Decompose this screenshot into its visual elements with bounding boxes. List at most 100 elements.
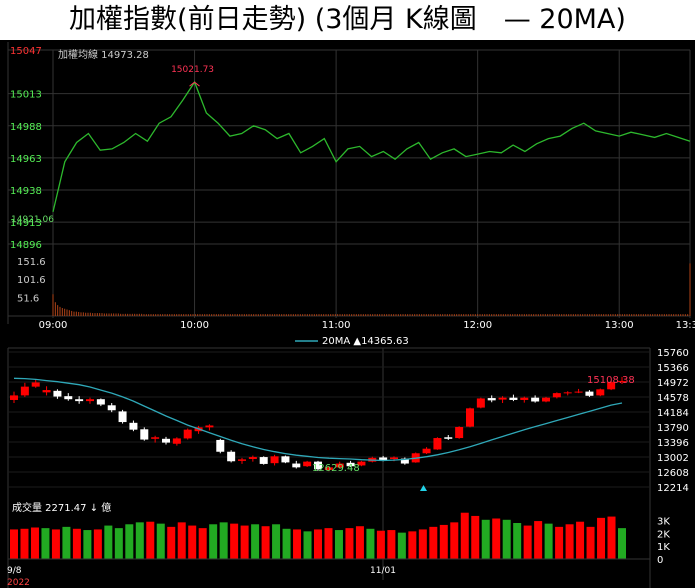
year-label: 2022 bbox=[7, 578, 30, 588]
candle-body bbox=[607, 382, 616, 390]
page-title: 加權指數(前日走勢) (3個月 K線圖 — 20MA) bbox=[69, 4, 626, 35]
candle-body bbox=[379, 457, 388, 461]
volume-bar bbox=[366, 528, 375, 559]
candle-body bbox=[151, 437, 160, 439]
x-tick-label: 9/8 bbox=[7, 566, 22, 576]
low-label: 12629.48 bbox=[312, 463, 360, 474]
volume-bar bbox=[156, 523, 165, 559]
volume-bar bbox=[450, 522, 459, 559]
volume-bar bbox=[230, 523, 239, 559]
volume-bar bbox=[167, 526, 176, 559]
candle-body bbox=[542, 397, 550, 402]
volume-bar bbox=[439, 524, 448, 559]
volume-bar bbox=[534, 521, 543, 559]
y-tick-label: 13002 bbox=[657, 453, 689, 464]
x-tick-label: 12:00 bbox=[463, 320, 492, 331]
x-tick-label: 13:30 bbox=[676, 320, 695, 331]
y-tick-label: 12608 bbox=[657, 468, 689, 479]
y-tick-label: 13790 bbox=[657, 423, 689, 434]
volume-bar bbox=[30, 527, 39, 559]
y-tick-label: 14963 bbox=[10, 154, 42, 165]
volume-bar bbox=[261, 526, 270, 559]
candle-body bbox=[520, 397, 529, 400]
y-tick-label: 14988 bbox=[10, 122, 42, 133]
volume-bar bbox=[20, 528, 29, 559]
candle-body bbox=[292, 463, 301, 468]
candle-body bbox=[498, 397, 507, 400]
signal-marker bbox=[420, 485, 427, 491]
candle-body bbox=[357, 461, 366, 466]
candle-body bbox=[476, 398, 485, 408]
daily-volume-panel: 成交量 2271.47 ↓ 億 3K 2K 1K 0 9/8 11/01 2022 bbox=[7, 501, 670, 588]
candle-body bbox=[574, 391, 583, 393]
y-tick-label: 14896 bbox=[10, 240, 42, 251]
candle-body bbox=[552, 393, 561, 398]
volume-bar bbox=[523, 525, 532, 559]
candle-body bbox=[31, 382, 40, 387]
candle-body bbox=[129, 422, 138, 430]
candle-body bbox=[10, 395, 18, 400]
volume-bar bbox=[355, 526, 364, 559]
y-tick-label: 14972 bbox=[657, 378, 689, 389]
volume-bar bbox=[146, 521, 155, 559]
candle-body bbox=[227, 451, 236, 462]
y-tick-label: 0 bbox=[657, 555, 663, 566]
volume-bar bbox=[597, 517, 606, 559]
intraday-price-panel: 15047 15013 14988 14963 14938 14913 14896 加權均線 … bbox=[7, 42, 691, 324]
candle-body bbox=[20, 386, 29, 396]
volume-bar bbox=[418, 529, 427, 559]
candle-body bbox=[314, 461, 322, 470]
candle-body bbox=[444, 437, 453, 439]
volume-bar bbox=[618, 528, 626, 559]
volume-bar bbox=[62, 526, 71, 559]
high-marker bbox=[194, 81, 200, 87]
candle-body bbox=[107, 405, 116, 411]
y-tick-label: 1K bbox=[657, 542, 670, 553]
volume-bar bbox=[125, 524, 134, 559]
y-tick-label: 151.6 bbox=[17, 257, 46, 268]
volume-bar bbox=[387, 530, 396, 559]
candle-body bbox=[487, 398, 496, 401]
volume-bar bbox=[303, 531, 312, 559]
x-tick-label: 11:00 bbox=[322, 320, 351, 331]
y-tick-label: 15047 bbox=[10, 46, 42, 57]
y-tick-label: 13396 bbox=[657, 438, 689, 449]
volume-bar bbox=[209, 524, 218, 559]
daily-candlestick-panel: 20MA ▲14365.63 15760 15366 14972 14578 14184 1… bbox=[7, 336, 689, 588]
volume-bar bbox=[334, 530, 343, 559]
y-tick-label: 12214 bbox=[657, 483, 689, 494]
candle-body bbox=[596, 389, 605, 396]
legend-label: 加權均線 14973.28 bbox=[58, 48, 149, 61]
chart-canvas: 15047 15013 14988 14963 14938 14913 14896 加權均線 … bbox=[0, 40, 695, 588]
volume-bar bbox=[104, 525, 113, 559]
volume-bar bbox=[41, 528, 50, 559]
volume-bar bbox=[198, 528, 207, 559]
candle-body bbox=[64, 396, 73, 400]
high-label: 15108.38 bbox=[587, 375, 635, 386]
candle-body bbox=[53, 390, 62, 397]
legend-label: 20MA ▲14365.63 bbox=[322, 336, 409, 347]
volume-bar bbox=[481, 519, 490, 559]
candle-body bbox=[216, 439, 225, 452]
candle-body bbox=[42, 390, 51, 393]
volume-bar bbox=[502, 519, 511, 559]
candle-body bbox=[183, 429, 192, 439]
candle-body bbox=[346, 462, 355, 467]
y-tick-label: 15366 bbox=[657, 363, 689, 374]
volume-bar bbox=[376, 530, 385, 559]
high-marker bbox=[189, 81, 195, 87]
volume-bar bbox=[272, 524, 281, 559]
volume-bar bbox=[282, 528, 291, 559]
volume-bar bbox=[51, 529, 60, 559]
volume-bar bbox=[555, 526, 564, 559]
y-tick-label: 3K bbox=[657, 516, 670, 527]
volume-bar bbox=[10, 529, 18, 559]
volume-bar bbox=[188, 525, 197, 559]
candle-body bbox=[422, 448, 431, 454]
y-tick-label: 101.6 bbox=[17, 275, 46, 286]
volume-bar bbox=[460, 512, 469, 559]
volume-bar bbox=[544, 523, 553, 559]
ma20-line bbox=[13, 377, 623, 462]
candle-body bbox=[563, 392, 572, 394]
volume-bar bbox=[576, 521, 585, 559]
